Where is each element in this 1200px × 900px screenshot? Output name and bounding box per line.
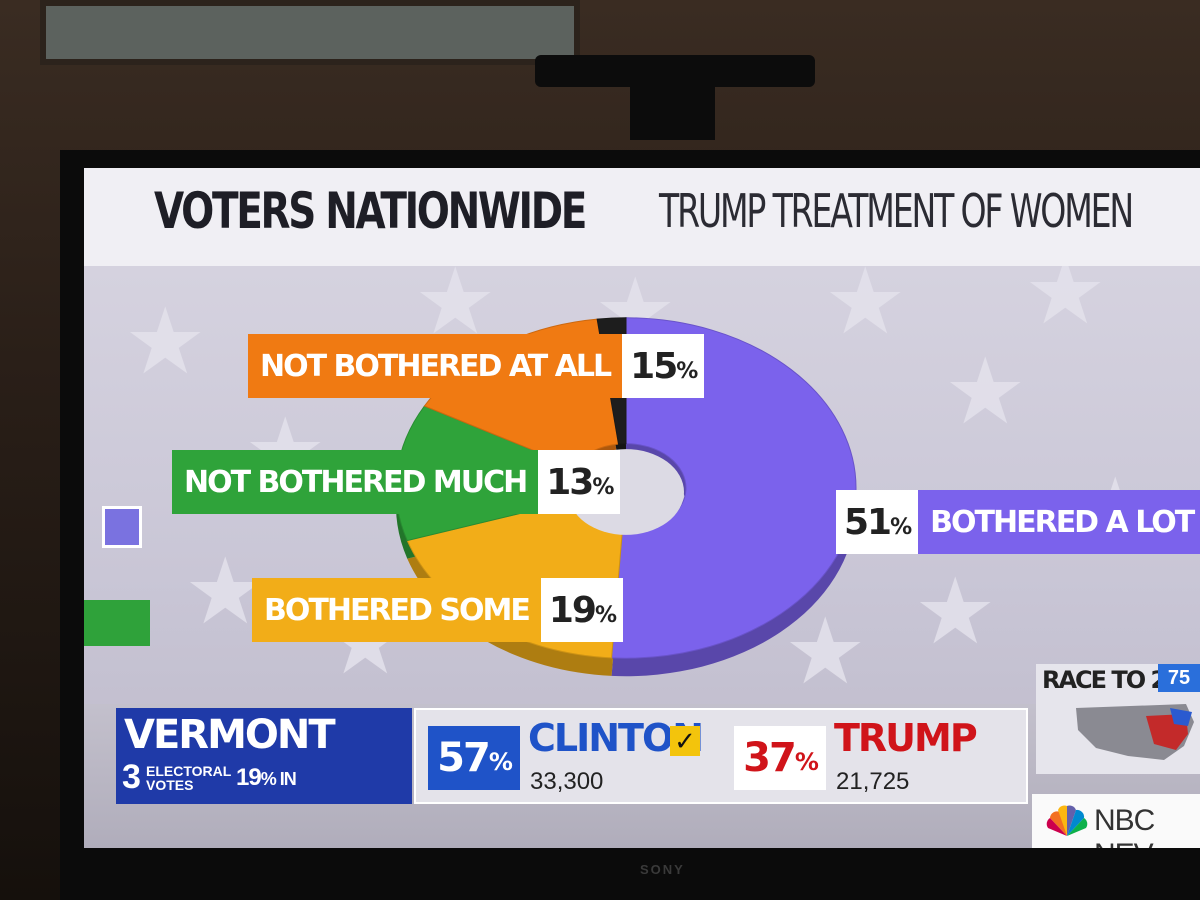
electoral-label-line1: ELECTORAL	[146, 763, 232, 779]
trump-votes: 21,725	[836, 768, 910, 795]
star-icon: ★	[784, 601, 867, 703]
slice-label: NOT BOTHERED MUCH	[172, 450, 539, 514]
data-label-pct: 13%	[538, 450, 621, 514]
legend-bothered-a-lot: 51% BOTHERED A LOT	[836, 490, 1200, 554]
tv-screen: ★ ★ ★ ★ ★ ★ ★ ★ ★ ★ ★ ★ VOTERS NATIONWID…	[84, 168, 1200, 848]
star-icon: ★	[914, 561, 997, 663]
slice-label: NOT BOTHERED AT ALL	[248, 334, 623, 398]
page-subtitle: TRUMP TREATMENT OF WOMEN	[659, 184, 1134, 238]
network-name: NBC NEV	[1094, 804, 1155, 848]
race-count: 75	[1158, 664, 1200, 692]
trump-pct: 37%	[734, 726, 826, 790]
title-bar: VOTERS NATIONWIDE TRUMP TREATMENT OF WOM…	[84, 168, 1200, 266]
page-title: VOTERS NATIONWIDE	[154, 182, 587, 240]
slice-label: BOTHERED A LOT	[918, 490, 1200, 554]
network-logo-box: NBC NEV	[1032, 794, 1200, 848]
tv-sensor-stand	[630, 85, 715, 140]
side-panel-green	[84, 600, 150, 646]
candidate-panel: 57% CLINTON ✓ 33,300 37% TRUMP 21,725	[414, 708, 1028, 804]
clinton-pct: 57%	[428, 726, 520, 790]
star-icon: ★	[124, 291, 207, 393]
electoral-label-line2: VOTES	[146, 777, 194, 793]
peacock-icon	[1046, 805, 1088, 836]
legend-not-bothered-much: NOT BOTHERED MUCH 13%	[172, 450, 621, 514]
data-label-pct: 19%	[540, 578, 623, 642]
data-label-pct: 51%	[836, 490, 919, 554]
legend-not-bothered-at-all: NOT BOTHERED AT ALL 15%	[248, 334, 705, 398]
tv-brand: SONY	[640, 862, 685, 877]
star-icon: ★	[824, 251, 907, 353]
pie-slice-bothered-a-lot	[611, 317, 857, 659]
side-panel-blue	[102, 506, 142, 548]
checkmark-icon: ✓	[670, 726, 700, 756]
star-icon: ★	[944, 341, 1027, 443]
legend-bothered-some: BOTHERED SOME 19%	[252, 578, 623, 642]
clinton-votes: 33,300	[530, 768, 604, 795]
race-to-270-box: RACE TO 270 75	[1036, 664, 1200, 774]
window	[40, 0, 580, 65]
results-ticker: VERMONT 3 ELECTORAL VOTES 19% IN 57% CLI…	[84, 704, 1200, 848]
reporting-percent: 19% IN	[236, 764, 297, 791]
slice-label: BOTHERED SOME	[252, 578, 541, 642]
trump-name: TRUMP	[834, 716, 978, 760]
electoral-votes: 3	[122, 758, 141, 796]
data-label-pct: 15%	[622, 334, 705, 398]
tv-sensor-bar	[535, 55, 815, 87]
state-name: VERMONT	[124, 712, 336, 758]
state-box: VERMONT 3 ELECTORAL VOTES 19% IN	[116, 708, 412, 804]
electoral-label: ELECTORAL VOTES	[146, 764, 231, 792]
star-icon: ★	[414, 251, 497, 353]
us-map-icon	[1076, 704, 1194, 760]
